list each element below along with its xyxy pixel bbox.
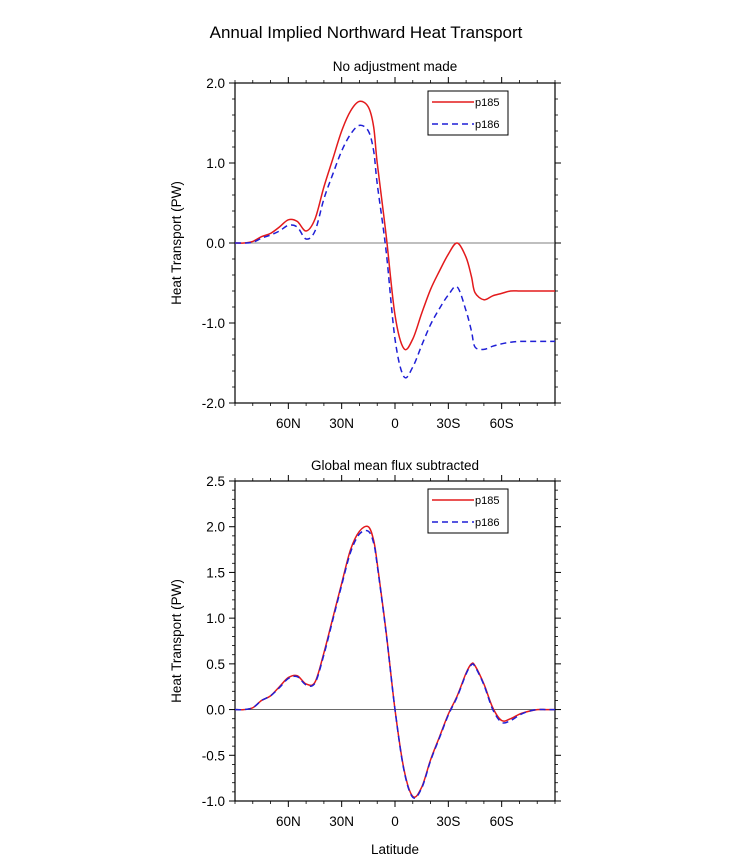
- x-tick-label: 30N: [329, 416, 354, 431]
- panel-top: No adjustment made Heat Transport (PW) -…: [169, 59, 561, 431]
- y-tick-label: -0.5: [202, 748, 225, 763]
- x-tick-label: 30S: [436, 416, 460, 431]
- y-tick-label: -2.0: [202, 396, 225, 411]
- y-tick-label: 2.5: [206, 474, 225, 489]
- x-tick-label: 60S: [490, 814, 514, 829]
- legend-label-p185: p185: [475, 97, 499, 109]
- series-line-p186: [234, 529, 555, 799]
- legend-label-p186: p186: [475, 119, 499, 131]
- y-tick-label: 1.5: [206, 565, 225, 580]
- panel-bottom: Global mean flux subtracted Heat Transpo…: [169, 458, 561, 857]
- legend: p185 p186: [427, 90, 509, 136]
- panel-bottom-title: Global mean flux subtracted: [311, 458, 479, 473]
- panel-bottom-ylabel: Heat Transport (PW): [169, 579, 184, 703]
- legend: p185 p186: [427, 488, 509, 534]
- y-tick-label: 0.0: [206, 703, 225, 718]
- legend-box: [427, 488, 509, 534]
- x-tick-label: 60N: [276, 416, 301, 431]
- y-tick-label: 0.5: [206, 657, 225, 672]
- x-tick-label: 60S: [490, 416, 514, 431]
- panel-top-title: No adjustment made: [333, 59, 458, 74]
- legend-box: [427, 90, 509, 136]
- panel-bottom-plot: -1.0 -0.5 0.0 0.5 1.0 1.5 2.0 2.5 60N 30N 0 30S 60S p…: [202, 474, 561, 829]
- x-tick-label: 30S: [436, 814, 460, 829]
- series-line-p186: [234, 124, 556, 379]
- y-tick-label: 2.0: [206, 520, 225, 535]
- series-line-p185: [234, 100, 555, 351]
- panel-top-ylabel: Heat Transport (PW): [169, 181, 184, 305]
- x-tick-label: 0: [391, 814, 399, 829]
- y-tick-label: 0.0: [206, 236, 225, 251]
- x-tick-label: 60N: [276, 814, 301, 829]
- y-tick-label: -1.0: [202, 794, 225, 809]
- legend-label-p185: p185: [475, 495, 499, 507]
- panel-top-plot: -2.0 -1.0 0.0 1.0 2.0 60N 30N 0 30S 60S p185 p186: [202, 76, 561, 431]
- panel-bottom-xlabel: Latitude: [371, 842, 419, 857]
- y-tick-label: 1.0: [206, 156, 225, 171]
- y-tick-label: 1.0: [206, 611, 225, 626]
- series-line-p185: [234, 525, 555, 798]
- figure-title: Annual Implied Northward Heat Transport: [210, 23, 523, 42]
- x-tick-label: 30N: [329, 814, 354, 829]
- y-tick-label: 2.0: [206, 76, 225, 91]
- y-tick-label: -1.0: [202, 316, 225, 331]
- x-tick-label: 0: [391, 416, 399, 431]
- legend-label-p186: p186: [475, 517, 499, 529]
